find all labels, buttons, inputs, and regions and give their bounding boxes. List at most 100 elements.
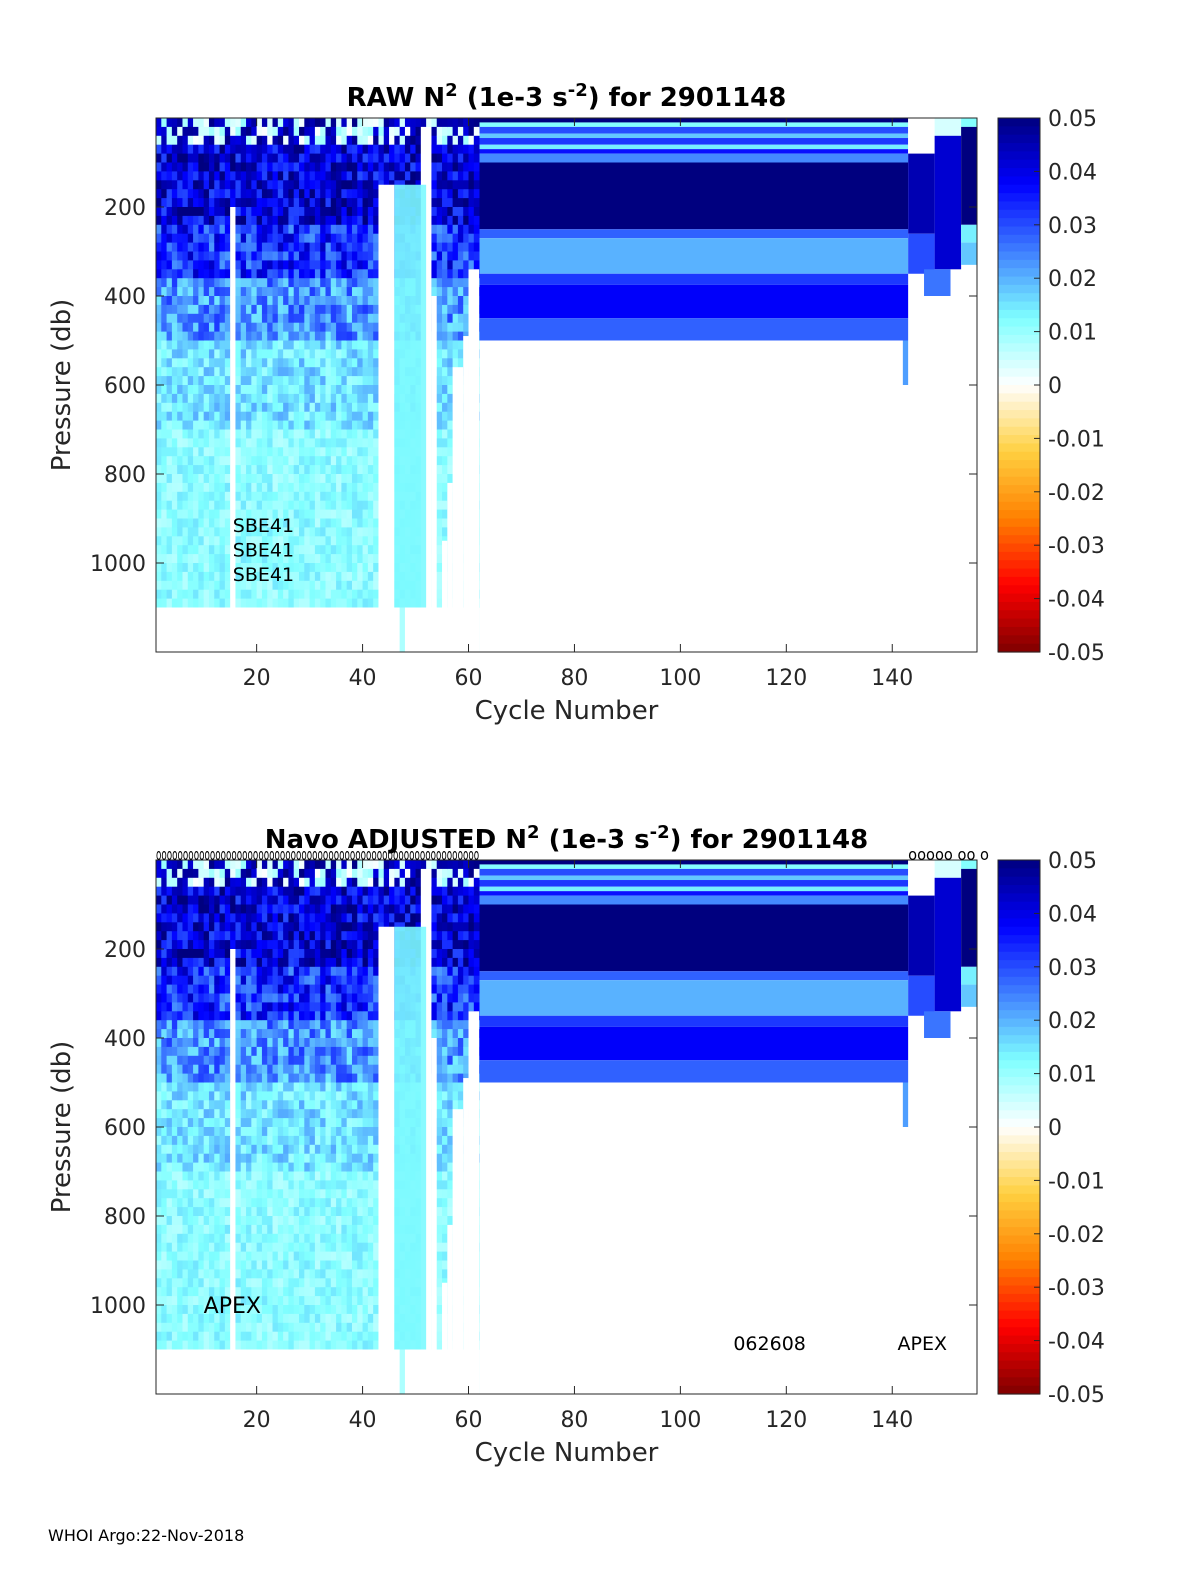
- heatmap-cell: [293, 438, 300, 448]
- heatmap-cell: [235, 233, 242, 243]
- heatmap-cell: [267, 340, 273, 350]
- heatmap-cell: [267, 1002, 273, 1012]
- heatmap-cell: [436, 180, 443, 190]
- heatmap-cell: [193, 198, 199, 208]
- heatmap-cell: [299, 420, 305, 430]
- heatmap-cell: [256, 984, 263, 994]
- heatmap-cell: [267, 1011, 273, 1021]
- heatmap-cell: [177, 456, 183, 466]
- heatmap-cell: [367, 207, 374, 217]
- heatmap-cell: [261, 536, 268, 546]
- heatmap-cell: [171, 189, 178, 199]
- heatmap-cell: [235, 376, 242, 386]
- heatmap-cell: [256, 340, 263, 350]
- heatmap-cell: [267, 1207, 273, 1217]
- heatmap-cell: [261, 1216, 268, 1226]
- heatmap-cell: [325, 474, 332, 484]
- heatmap-cell: [156, 1242, 162, 1252]
- heatmap-cell: [161, 1180, 167, 1190]
- heatmap-cell: [235, 1011, 242, 1021]
- heatmap-cell: [156, 474, 162, 484]
- heatmap-cell: [452, 198, 459, 208]
- heatmap-cell: [214, 118, 220, 128]
- heatmap-cell: [224, 1038, 231, 1048]
- colorbar-segment: [998, 443, 1040, 453]
- heatmap-cell: [346, 207, 353, 217]
- heatmap-cell: [256, 118, 263, 128]
- heatmap-cell: [336, 118, 342, 128]
- heatmap-cell: [330, 198, 337, 208]
- heatmap-cell: [304, 349, 311, 359]
- heatmap-band: [479, 238, 909, 274]
- heatmap-cell: [166, 198, 173, 208]
- heatmap-cell: [373, 296, 379, 306]
- heatmap-cell: [224, 957, 231, 968]
- heatmap-cell: [156, 500, 162, 510]
- heatmap-cell: [214, 1144, 220, 1155]
- heatmap-cell: [171, 474, 178, 484]
- heatmap-cell: [251, 474, 258, 484]
- heatmap-cell: [304, 367, 311, 377]
- heatmap-cell: [251, 895, 258, 905]
- heatmap-cell: [272, 1073, 279, 1083]
- heatmap-cell: [177, 1251, 183, 1261]
- heatmap-cell: [224, 580, 231, 591]
- heatmap-cell: [325, 491, 332, 502]
- heatmap-cell: [219, 491, 226, 502]
- heatmap-cell: [161, 420, 167, 430]
- colorbar-segment: [998, 485, 1040, 495]
- heatmap-cell: [256, 215, 263, 226]
- heatmap-cell: [171, 1055, 178, 1066]
- heatmap-cell: [320, 482, 326, 493]
- heatmap-cell: [219, 242, 226, 252]
- heatmap-cell: [272, 313, 279, 324]
- heatmap-cell: [156, 376, 162, 386]
- heatmap-cell: [261, 233, 268, 243]
- heatmap-cell: [171, 1269, 178, 1279]
- heatmap-cell: [299, 215, 305, 226]
- heatmap-cell: [214, 1055, 220, 1066]
- heatmap-cell: [251, 1242, 258, 1252]
- colorbar-segment: [998, 468, 1040, 478]
- heatmap-cell: [436, 527, 443, 537]
- heatmap-cell: [309, 313, 316, 324]
- heatmap-cell: [367, 536, 374, 546]
- heatmap-cell: [208, 886, 215, 896]
- heatmap-cell: [208, 904, 215, 914]
- heatmap-cell: [224, 571, 231, 582]
- heatmap-cell: [373, 198, 379, 208]
- heatmap-cell: [447, 207, 454, 217]
- heatmap-cell: [166, 1340, 173, 1350]
- heatmap-cell: [431, 126, 438, 137]
- heatmap-cell: [362, 367, 369, 377]
- heatmap-cell: [208, 571, 215, 582]
- heatmap-cell: [219, 1260, 226, 1270]
- heatmap-cell: [256, 1313, 263, 1324]
- heatmap-cell: [177, 993, 183, 1003]
- heatmap-cell: [235, 474, 242, 484]
- heatmap-cell: [373, 358, 379, 368]
- heatmap-cell: [208, 349, 215, 359]
- heatmap-cell: [187, 913, 194, 923]
- heatmap-cell: [346, 171, 353, 181]
- heatmap-cell: [161, 287, 167, 297]
- heatmap-cell: [235, 545, 242, 555]
- heatmap-cell: [171, 144, 178, 154]
- heatmap-cell: [208, 180, 215, 190]
- heatmap-cell: [193, 518, 199, 528]
- heatmap-cell: [203, 877, 210, 888]
- heatmap-cell: [267, 868, 273, 879]
- heatmap-cell: [198, 966, 205, 977]
- heatmap-cell: [240, 895, 247, 905]
- heatmap-cell: [261, 313, 268, 324]
- heatmap-cell: [177, 1055, 183, 1066]
- heatmap-cell: [288, 1100, 295, 1110]
- heatmap-cell: [193, 1135, 199, 1146]
- heatmap-cell: [246, 563, 252, 573]
- heatmap-cell: [336, 545, 342, 555]
- heatmap-cell: [224, 598, 231, 608]
- heatmap-cell: [304, 411, 311, 421]
- heatmap-cell: [214, 598, 220, 608]
- heatmap-cell: [341, 393, 348, 404]
- heatmap-band: [479, 133, 909, 139]
